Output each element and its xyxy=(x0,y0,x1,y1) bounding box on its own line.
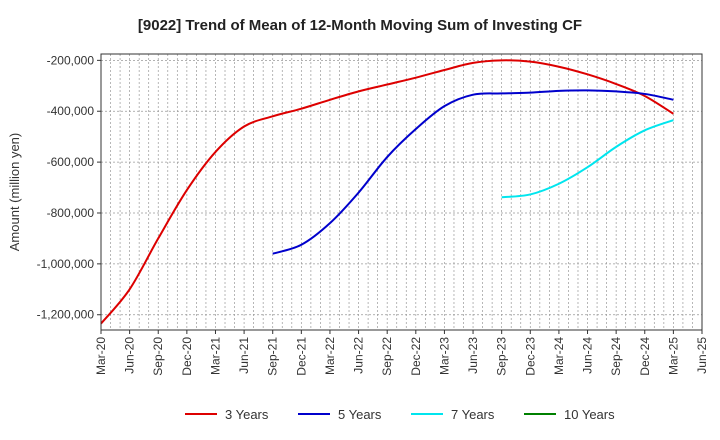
x-tick-label: Dec-23 xyxy=(523,337,537,376)
x-tick-label: Mar-21 xyxy=(208,337,222,375)
x-tick-label: Jun-23 xyxy=(466,337,480,374)
x-tick-label: Dec-22 xyxy=(409,337,423,376)
series-lines xyxy=(100,59,674,325)
y-tick-label: -200,000 xyxy=(47,53,95,67)
x-tick-label: Sep-24 xyxy=(609,337,623,376)
x-tick-label: Mar-23 xyxy=(437,337,451,375)
x-tick-label: Jun-20 xyxy=(123,337,137,374)
x-tick-label: Mar-20 xyxy=(94,337,108,375)
chart-title: [9022] Trend of Mean of 12-Month Moving … xyxy=(138,17,582,34)
y-axis-label: Amount (million yen) xyxy=(7,133,22,252)
y-tick-label: -800,000 xyxy=(47,206,95,220)
y-tick-label: -600,000 xyxy=(47,155,95,169)
x-tick-label: Jun-24 xyxy=(581,337,595,374)
y-axis: -200,000 -400,000 -600,000 -800,000 -1,000,0… xyxy=(37,53,101,322)
y-tick-label: -1,200,000 xyxy=(37,308,95,322)
x-tick-label: Jun-22 xyxy=(352,337,366,374)
legend-label-4: 10 Years xyxy=(564,407,615,422)
grid xyxy=(100,54,703,330)
plot-frame xyxy=(100,53,703,331)
x-tick-label: Sep-20 xyxy=(151,337,165,376)
x-tick-label: Dec-20 xyxy=(180,337,194,376)
x-tick-label: Jun-25 xyxy=(695,337,709,374)
x-tick-label: Sep-22 xyxy=(380,337,394,376)
legend-label-3: 7 Years xyxy=(451,407,495,422)
series-line-3 xyxy=(501,119,674,199)
x-tick-label: Dec-21 xyxy=(294,337,308,376)
y-tick-label: -1,000,000 xyxy=(37,257,95,271)
x-axis: Mar-20 Jun-20 Sep-20 Dec-20 Mar-21 Jun-21 Sep-… xyxy=(94,330,709,376)
x-tick-label: Mar-22 xyxy=(323,337,337,375)
legend-label-2: 5 Years xyxy=(338,407,382,422)
x-tick-label: Jun-21 xyxy=(237,337,251,374)
x-tick-label: Mar-25 xyxy=(666,337,680,375)
x-tick-label: Mar-24 xyxy=(552,337,566,375)
x-tick-label: Dec-24 xyxy=(638,337,652,376)
y-tick-label: -400,000 xyxy=(47,104,95,118)
series-line-2 xyxy=(272,89,674,255)
series-line-1 xyxy=(100,59,674,325)
legend: 3 Years 5 Years 7 Years 10 Years xyxy=(185,407,615,422)
x-tick-label: Sep-21 xyxy=(266,337,280,376)
x-tick-label: Sep-23 xyxy=(495,337,509,376)
legend-label-1: 3 Years xyxy=(225,407,269,422)
